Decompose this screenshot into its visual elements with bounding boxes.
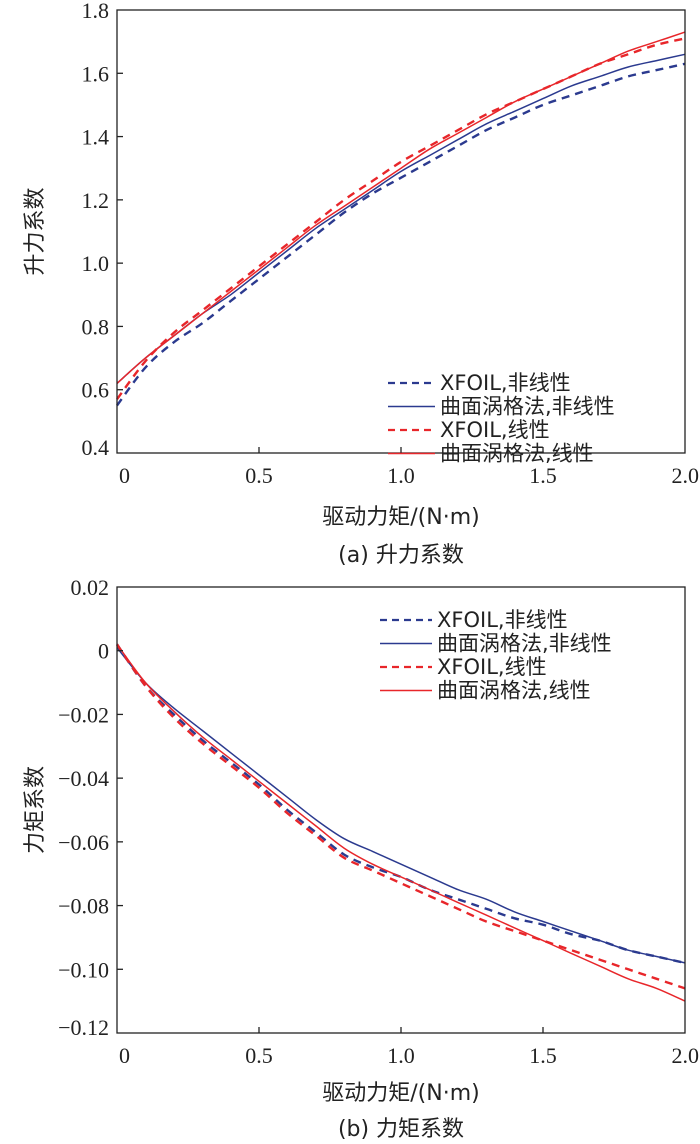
- legend-label: XFOIL,线性: [440, 418, 550, 442]
- chart-caption: (a) 升力系数: [338, 543, 464, 568]
- x-tick-label: 2.0: [672, 463, 700, 488]
- y-tick-label: 0.4: [82, 435, 110, 460]
- x-tick-label: 1.0: [387, 463, 415, 488]
- y-tick-label: −0.06: [58, 830, 109, 855]
- legend-label: XFOIL,非线性: [437, 608, 568, 632]
- y-tick-label: 1.6: [82, 61, 110, 86]
- y-axis-label: 力矩系数: [23, 766, 48, 854]
- series-line-1: [116, 62, 686, 407]
- legend-item: 曲面涡格法,线性: [388, 442, 594, 466]
- y-tick-label: −0.02: [58, 702, 109, 727]
- tick-layer: 0 0.5 1.0 1.5 2.0 −0.12 −0.10 −0.08 −0.06 −0.04 −0…: [58, 575, 699, 1068]
- y-tick-label: 1.2: [82, 188, 110, 213]
- legend-label: 曲面涡格法,线性: [440, 442, 594, 466]
- x-tick-label: 2.0: [672, 1043, 700, 1068]
- tick-layer: 0 0.5 1.0 1.5 2.0 0.4 0.6 0.8 1.0 1.2 1.4 1.6 1.8: [82, 0, 700, 488]
- y-tick-label: 1.8: [82, 0, 110, 23]
- legend-item: XFOIL,线性: [388, 418, 550, 442]
- y-tick-label: 0.02: [71, 575, 110, 600]
- x-tick-label: 1.5: [529, 1043, 557, 1068]
- legend-item: 曲面涡格法,非线性: [380, 632, 612, 656]
- legend-label: 曲面涡格法,非线性: [440, 395, 615, 419]
- chart-caption: (b) 力矩系数: [338, 1117, 464, 1142]
- y-tick-label: 1.0: [82, 251, 110, 276]
- legend-label: 曲面涡格法,非线性: [437, 632, 612, 656]
- y-axis-label: 升力系数: [23, 187, 48, 275]
- x-axis-label: 驱动力矩/(N·m): [322, 505, 479, 530]
- y-tick-label: −0.12: [58, 1015, 109, 1040]
- legend-label: 曲面涡格法,线性: [437, 679, 591, 703]
- series-layer: [116, 643, 686, 1002]
- y-tick-label: 0: [98, 639, 109, 664]
- x-tick-label: 1.5: [529, 463, 557, 488]
- y-tick-label: −0.10: [58, 957, 109, 982]
- x-tick-label: 0: [119, 463, 130, 488]
- x-axis-label: 驱动力矩/(N·m): [322, 1081, 479, 1106]
- series-line-2: [116, 53, 686, 384]
- y-tick-label: 1.4: [82, 125, 110, 150]
- series-line-4: [116, 643, 686, 1002]
- legend-item: XFOIL,线性: [380, 655, 547, 679]
- legend-item: XFOIL,非线性: [388, 371, 571, 395]
- lift-coefficient-chart: 0 0.5 1.0 1.5 2.0 0.4 0.6 0.8 1.0 1.2 1.4 1.6 1.8 驱动…: [23, 0, 699, 568]
- series-line-3: [116, 643, 686, 990]
- legend-label: XFOIL,线性: [437, 655, 547, 679]
- series-line-4: [116, 31, 686, 384]
- legend-item: 曲面涡格法,线性: [380, 679, 591, 703]
- series-line-3: [116, 37, 686, 400]
- y-tick-label: −0.08: [58, 894, 109, 919]
- series-layer: [116, 31, 686, 407]
- moment-coefficient-chart: 0 0.5 1.0 1.5 2.0 −0.12 −0.10 −0.08 −0.06 −0.04 −0…: [23, 575, 699, 1142]
- series-line-1: [116, 643, 686, 965]
- x-tick-label: 0.5: [245, 1043, 273, 1068]
- y-tick-label: −0.04: [58, 766, 109, 791]
- y-tick-label: 0.6: [82, 378, 110, 403]
- y-tick-label: 0.8: [82, 314, 110, 339]
- x-tick-label: 0: [119, 1043, 130, 1068]
- series-line-2: [116, 647, 686, 964]
- legend-item: XFOIL,非线性: [380, 608, 568, 632]
- x-tick-label: 0.5: [245, 463, 273, 488]
- legend-item: 曲面涡格法,非线性: [388, 395, 615, 419]
- x-tick-label: 1.0: [387, 1043, 415, 1068]
- legend-label: XFOIL,非线性: [440, 371, 571, 395]
